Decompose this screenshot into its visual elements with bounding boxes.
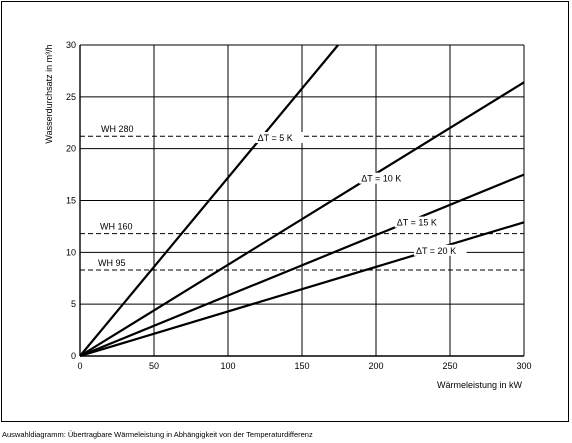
series-label: ΔT = 5 K xyxy=(258,133,293,143)
series-line xyxy=(79,173,525,358)
series-line xyxy=(79,44,339,357)
x-axis-label: Wärmeleistung in kW xyxy=(437,380,523,390)
series-label: ΔT = 10 K xyxy=(361,174,401,184)
grid xyxy=(79,44,525,357)
y-tick-label: 30 xyxy=(66,40,76,50)
figure-caption: Auswahldiagramm: Übertragbare Wärmeleist… xyxy=(2,430,313,439)
chart-frame: WH 280 WH 160 WH 95 ΔT = 5 K ΔT = 10 K ΔT = … xyxy=(1,1,569,422)
y-axis-label: Wasserdurchsatz in m³/h xyxy=(44,44,54,143)
x-tick-label: 300 xyxy=(516,361,531,371)
x-tick-label: 150 xyxy=(294,361,309,371)
reference-label: WH 95 xyxy=(98,258,126,268)
series-label: ΔT = 15 K xyxy=(397,218,437,228)
axes xyxy=(79,45,524,357)
y-tick-label: 0 xyxy=(71,351,76,361)
x-tick-label: 250 xyxy=(442,361,457,371)
reference-label: WH 280 xyxy=(101,124,134,134)
tick-labels: 0 50 100 150 200 250 300 0 5 10 15 20 25 30 xyxy=(66,40,532,371)
series-line xyxy=(79,221,525,358)
reference-label-bg xyxy=(96,257,128,268)
series-lines: ΔT = 5 K ΔT = 10 K ΔT = 15 K ΔT = 20 K xyxy=(79,44,525,358)
series-label: ΔT = 20 K xyxy=(416,246,456,256)
x-tick-label: 100 xyxy=(220,361,235,371)
series-label-bg xyxy=(394,216,448,228)
x-tick-label: 0 xyxy=(77,361,82,371)
series-label-bg xyxy=(255,132,303,144)
series-line xyxy=(79,81,525,357)
y-tick-label: 10 xyxy=(66,247,76,257)
x-tick-label: 200 xyxy=(368,361,383,371)
y-tick-label: 5 xyxy=(71,299,76,309)
reference-label: WH 160 xyxy=(100,222,133,232)
reference-lines: WH 280 WH 160 WH 95 xyxy=(80,124,524,271)
y-tick-label: 15 xyxy=(66,196,76,206)
x-tick-label: 50 xyxy=(149,361,159,371)
reference-label-bg xyxy=(99,124,137,135)
y-tick-label: 20 xyxy=(66,144,76,154)
reference-label-bg xyxy=(98,221,136,232)
series-label-bg xyxy=(359,172,412,184)
y-tick-label: 25 xyxy=(66,92,76,102)
series-label-bg xyxy=(413,244,467,256)
